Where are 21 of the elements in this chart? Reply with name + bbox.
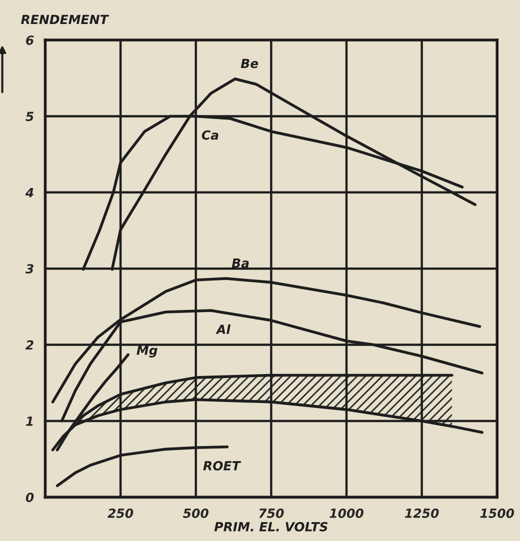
y-tick-label: 5: [26, 112, 34, 122]
y-axis-title: RENDEMENT: [21, 14, 110, 24]
y-tick-label: 3: [25, 264, 34, 274]
series-label: Al: [216, 324, 231, 334]
x-tick-label: 1500: [480, 508, 514, 518]
y-tick-label: 1: [26, 416, 33, 426]
series-label: Ca: [202, 130, 218, 140]
y-tick-label: 6: [26, 36, 34, 45]
y-tick-label: 4: [25, 188, 34, 198]
series-label: ROET: [203, 461, 242, 470]
series-label: Ba: [232, 258, 249, 268]
x-axis-title: PRIM. EL. VOLTS: [214, 522, 328, 532]
y-tick-label: 2: [26, 340, 34, 350]
x-tick-label: 1250: [404, 508, 439, 518]
x-tick-label: 250: [108, 508, 134, 518]
x-tick-label: 500: [182, 508, 208, 518]
y-tick-label: 0: [26, 492, 34, 502]
series-label: Be: [240, 58, 258, 68]
series-label: Mg: [136, 346, 158, 358]
x-tick-label: 750: [259, 508, 284, 518]
x-tick-label: 1000: [330, 508, 364, 518]
